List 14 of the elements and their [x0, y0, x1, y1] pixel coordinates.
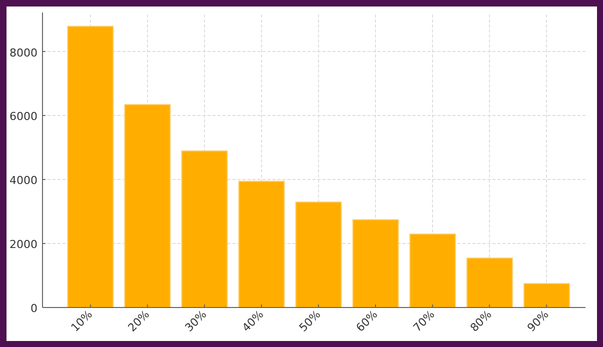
bar [352, 219, 399, 308]
bar [124, 104, 171, 308]
y-tick-label: 8000 [10, 46, 38, 60]
bar [523, 283, 570, 308]
y-tick-label: 2000 [10, 238, 38, 252]
bar [181, 150, 228, 308]
y-tick-label: 6000 [10, 110, 38, 124]
bar [238, 180, 285, 308]
y-tick-label: 0 [30, 302, 38, 315]
y-tick-label: 4000 [10, 174, 38, 188]
bar [466, 257, 513, 308]
bar [67, 26, 114, 308]
bar [295, 202, 342, 308]
bar [409, 233, 456, 308]
